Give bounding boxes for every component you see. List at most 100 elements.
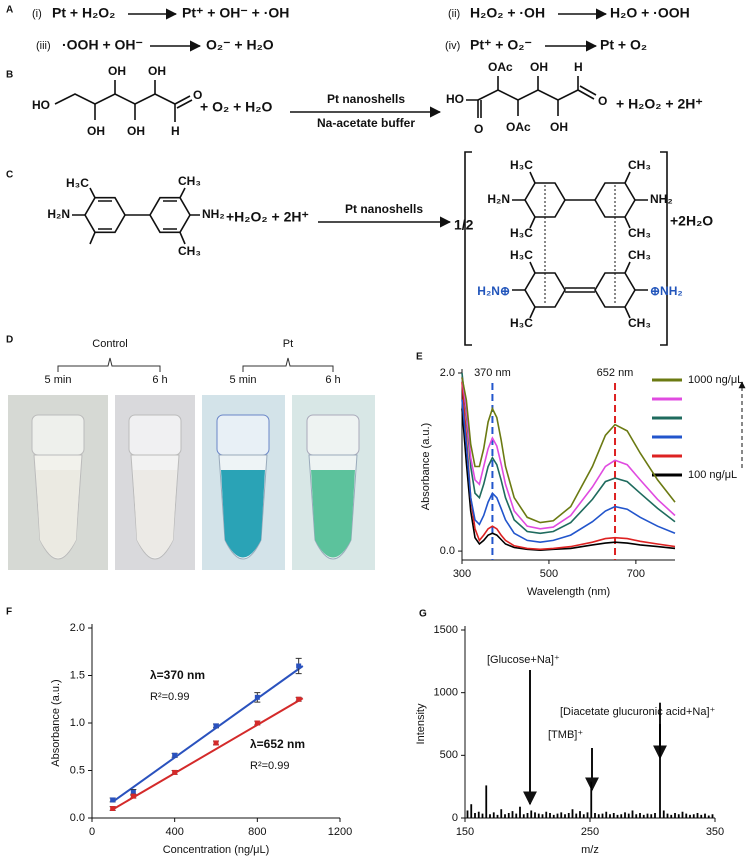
- brace: [57, 357, 161, 372]
- atom: H₃C: [66, 176, 89, 190]
- brace: [242, 357, 334, 372]
- reaction-left: H₂O₂ + ·OH: [470, 5, 545, 21]
- series-line: [461, 408, 676, 552]
- glucose: HO OH OH OH OH O H: [32, 64, 202, 138]
- reaction-number: (ii): [448, 8, 460, 20]
- bond: [512, 171, 648, 319]
- atom: O: [193, 88, 202, 102]
- y-tick-label: 1500: [434, 624, 458, 636]
- ring: [84, 196, 126, 234]
- atom: CH₃: [628, 316, 651, 330]
- point: [296, 663, 302, 669]
- x-axis-label: Concentration (ng/μL): [163, 844, 270, 856]
- y-axis-label: Absorbance (a.u.): [50, 679, 62, 766]
- tube: [128, 414, 182, 560]
- ring: [149, 196, 191, 234]
- x-tick-label: 150: [456, 826, 474, 838]
- point: [213, 740, 219, 746]
- atom: NH₂: [202, 207, 225, 221]
- legend-label: 1000 ng/μL: [688, 374, 743, 386]
- atom: H₃C: [510, 316, 533, 330]
- panel-label: C: [6, 170, 13, 181]
- product: HO O OAc OAc OH OH H O: [446, 60, 607, 136]
- panel-label: B: [6, 70, 13, 81]
- bond: [477, 89, 579, 101]
- point: [172, 769, 178, 775]
- fit-line: [112, 697, 304, 811]
- atom: H₃C: [510, 248, 533, 262]
- annotation: R²=0.99: [150, 691, 189, 703]
- bond: [94, 80, 193, 122]
- reaction-left: Pt + H₂O₂: [52, 5, 115, 21]
- panel-label: A: [6, 5, 13, 16]
- x-tick-label: 300: [453, 568, 471, 580]
- point: [254, 694, 260, 700]
- y-tick-label: 0.0: [440, 545, 455, 557]
- x-tick-label: 350: [706, 826, 724, 838]
- x-axis-label: Wavelength (nm): [527, 586, 610, 598]
- point: [254, 720, 260, 726]
- panel-label: D: [6, 335, 13, 346]
- atom: H: [574, 60, 583, 74]
- reactants: +H₂O₂ + 2H⁺: [226, 209, 309, 225]
- annotation: [Glucose+Na]⁺: [487, 654, 560, 666]
- series-line: [461, 399, 676, 544]
- atom: OH: [108, 64, 126, 78]
- atom: CH₃: [178, 244, 201, 258]
- y-axis-label: Intensity: [415, 703, 427, 744]
- series-line: [461, 372, 676, 535]
- annotation: R²=0.99: [250, 760, 289, 772]
- x-tick-label: 800: [248, 826, 266, 838]
- bond: [54, 93, 176, 105]
- point: [172, 752, 178, 758]
- atom: O: [598, 94, 607, 108]
- series-line: [461, 377, 676, 530]
- point: [130, 789, 136, 795]
- atom: H₃C: [510, 158, 533, 172]
- y-tick-label: 500: [440, 749, 458, 761]
- bond: [72, 187, 200, 245]
- y-tick-label: 2.0: [70, 622, 85, 634]
- y-tick-label: 1.5: [70, 669, 85, 681]
- atom: OAc: [488, 60, 513, 74]
- marker-label: 652 nm: [597, 367, 634, 379]
- x-tick-label: 700: [627, 568, 645, 580]
- ring: [594, 182, 636, 218]
- oxidized-tmb: H₃C CH₃ H₂N NH₂ H₃C CH₃ H₃C CH₃ H₂N⊕ ⊕NH…: [477, 158, 682, 330]
- y-axis-label: Absorbance (a.u.): [420, 423, 432, 510]
- tmb: H₃C H₂N CH₃ NH₂ CH₃: [47, 174, 224, 258]
- atom: H₂N: [47, 207, 70, 221]
- y-tick-label: 2.0: [440, 367, 455, 379]
- reaction-right: Pt⁺ + OH⁻ + ·OH: [182, 5, 289, 21]
- atom: ⊕NH₂: [650, 284, 683, 298]
- point: [213, 723, 219, 729]
- time-label: 6 h: [325, 374, 340, 386]
- x-tick-label: 400: [165, 826, 183, 838]
- atom: HO: [446, 92, 464, 106]
- point: [110, 806, 116, 811]
- time-label: 5 min: [230, 374, 257, 386]
- reactants: + O₂ + H₂O: [200, 99, 272, 115]
- atom: OH: [87, 124, 105, 138]
- reaction-right: O₂⁻ + H₂O: [206, 37, 274, 53]
- atom: NH₂: [650, 192, 673, 206]
- atom: CH₃: [628, 248, 651, 262]
- panel-label: F: [6, 607, 12, 618]
- annotation: [TMB]⁺: [548, 729, 583, 741]
- x-tick-label: 1200: [328, 826, 352, 838]
- reaction-left: Pt⁺ + O₂⁻: [470, 37, 532, 53]
- dotted-line: [544, 185, 616, 305]
- condition: Na-acetate buffer: [317, 116, 415, 130]
- products: + H₂O₂ + 2H⁺: [616, 96, 703, 112]
- photo-labels: Control 5 min 6 h Pt 5 min 6 h: [45, 338, 341, 386]
- atom: CH₃: [628, 158, 651, 172]
- y-tick-label: 0: [452, 812, 458, 824]
- series-line: [461, 381, 676, 551]
- ring: [524, 182, 566, 218]
- atom: HO: [32, 98, 50, 112]
- atom: H: [171, 124, 180, 138]
- photos: [8, 395, 375, 570]
- y-tick-label: 0.5: [70, 764, 85, 776]
- x-axis-label: m/z: [581, 844, 599, 856]
